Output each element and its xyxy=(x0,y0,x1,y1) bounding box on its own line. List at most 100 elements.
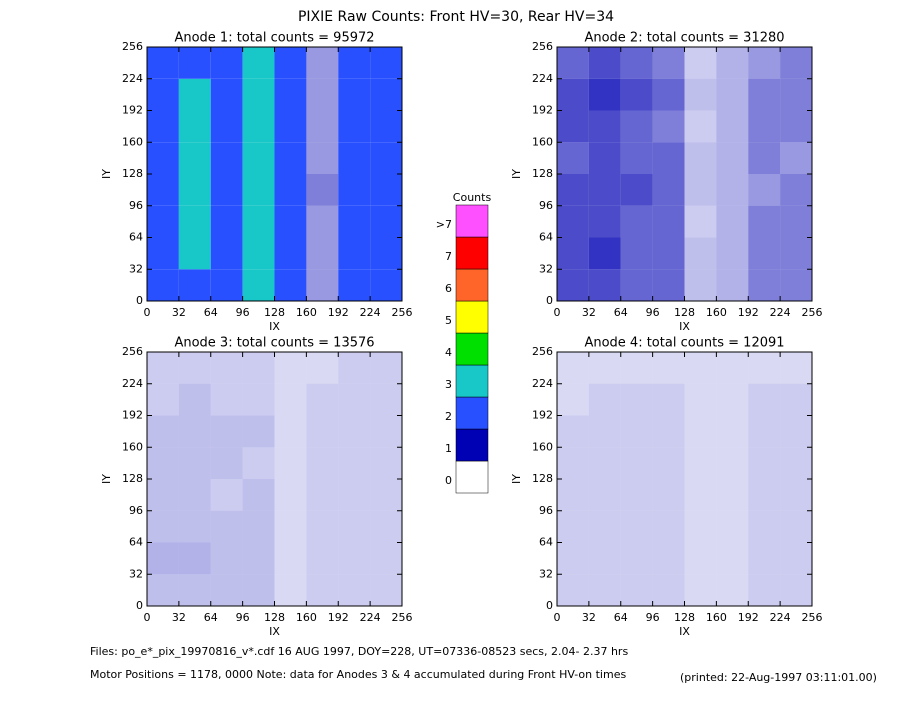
heatmap-cell xyxy=(370,447,402,479)
heatmap-cell xyxy=(147,237,179,270)
panel-title: Anode 4: total counts = 12091 xyxy=(584,336,784,351)
heatmap-cell xyxy=(178,415,211,448)
heatmap-cell xyxy=(684,479,717,511)
heatmap-cell xyxy=(242,574,275,606)
colorbar-label: 3 xyxy=(445,378,452,391)
y-tick-label: 128 xyxy=(532,167,553,180)
heatmap-cell xyxy=(274,205,307,238)
y-tick-label: 0 xyxy=(546,599,553,612)
x-tick-label: 256 xyxy=(802,306,823,319)
heatmap-cell xyxy=(716,415,749,448)
heatmap-cell xyxy=(242,352,275,384)
heatmap-cell xyxy=(306,447,339,479)
x-tick-label: 32 xyxy=(172,306,186,319)
heatmap-cell xyxy=(242,174,275,206)
x-tick-label: 128 xyxy=(674,611,695,624)
heatmap-cell xyxy=(147,78,179,111)
y-tick-label: 160 xyxy=(532,135,553,148)
heatmap-cell xyxy=(780,47,812,79)
heatmap-cell xyxy=(557,237,589,270)
heatmap-cell xyxy=(274,352,307,384)
heatmap-cell xyxy=(557,142,589,174)
y-tick-label: 0 xyxy=(136,294,143,307)
heatmap-cell xyxy=(210,237,243,270)
heatmap-cell xyxy=(306,383,339,416)
heatmap-cell xyxy=(147,142,179,174)
y-tick-label: 160 xyxy=(122,440,143,453)
heatmap-cell xyxy=(684,269,717,301)
x-tick-label: 32 xyxy=(172,611,186,624)
colorbar-label: 7 xyxy=(445,250,452,263)
panel-title: Anode 2: total counts = 31280 xyxy=(584,31,784,46)
y-tick-label: 128 xyxy=(122,167,143,180)
colorbar-cell xyxy=(455,268,489,302)
heatmap-cell xyxy=(684,447,717,479)
heatmap-cell xyxy=(716,383,749,416)
heatmap-cell xyxy=(716,510,749,543)
heatmap-cell xyxy=(557,574,589,606)
y-tick-label: 96 xyxy=(539,199,553,212)
heatmap-cell xyxy=(178,142,211,174)
x-tick-label: 64 xyxy=(614,611,628,624)
heatmap-cell xyxy=(338,383,371,416)
heatmap-cell xyxy=(684,542,717,575)
y-tick-label: 96 xyxy=(539,504,553,517)
y-tick-label: 192 xyxy=(122,104,143,117)
heatmap-cell xyxy=(620,542,653,575)
x-tick-label: 256 xyxy=(802,611,823,624)
colorbar-cell xyxy=(455,204,489,238)
heatmap-cell xyxy=(370,415,402,448)
heatmap-cell xyxy=(242,415,275,448)
heatmap-cell xyxy=(242,110,275,143)
heatmap-cell xyxy=(274,383,307,416)
x-tick-label: 128 xyxy=(674,306,695,319)
heatmap-cell xyxy=(652,510,685,543)
heatmap-cell xyxy=(147,205,179,238)
footer-motor: Motor Positions = 1178, 0000 Note: data … xyxy=(90,668,626,681)
heatmap-cell xyxy=(588,542,621,575)
colorbar-label: 6 xyxy=(445,282,452,295)
x-tick-label: 64 xyxy=(204,306,218,319)
heatmap-cell xyxy=(716,174,749,206)
heatmap-cell xyxy=(338,142,371,174)
heatmap-cell xyxy=(620,574,653,606)
heatmap-cell xyxy=(178,574,211,606)
heatmap-cell xyxy=(274,269,307,301)
x-axis-label: IX xyxy=(269,320,280,333)
heatmap-cell xyxy=(620,447,653,479)
heatmap-cell xyxy=(748,47,781,79)
x-tick-label: 224 xyxy=(770,306,791,319)
heatmap-cell xyxy=(557,205,589,238)
colorbar-cell xyxy=(455,236,489,270)
y-tick-label: 96 xyxy=(129,199,143,212)
heatmap-cell xyxy=(147,174,179,206)
heatmap-cell xyxy=(684,205,717,238)
heatmap-cell xyxy=(620,510,653,543)
heatmap-cell xyxy=(557,542,589,575)
heatmap-cell xyxy=(780,574,812,606)
y-tick-label: 32 xyxy=(539,567,553,580)
colorbar-cell xyxy=(455,364,489,398)
y-tick-label: 64 xyxy=(129,231,143,244)
x-tick-label: 128 xyxy=(264,306,285,319)
heatmap-cell xyxy=(716,142,749,174)
heatmap-cell xyxy=(652,237,685,270)
heatmap-cell xyxy=(652,110,685,143)
heatmap-cell xyxy=(557,110,589,143)
heatmap-cell xyxy=(557,479,589,511)
heatmap-cell xyxy=(338,237,371,270)
panel-title: Anode 1: total counts = 95972 xyxy=(174,31,374,46)
heatmap-cell xyxy=(178,383,211,416)
heatmap-cell xyxy=(780,352,812,384)
colorbar-cell xyxy=(455,396,489,430)
x-tick-label: 192 xyxy=(738,306,759,319)
heatmap-cell xyxy=(147,110,179,143)
heatmap-cell xyxy=(178,110,211,143)
heatmap-cell xyxy=(588,574,621,606)
heatmap-cell xyxy=(620,237,653,270)
colorbar-cell xyxy=(455,428,489,462)
heatmap-cell xyxy=(306,142,339,174)
heatmap-cell xyxy=(274,47,307,79)
heatmap-cell xyxy=(620,383,653,416)
x-tick-label: 224 xyxy=(360,611,381,624)
